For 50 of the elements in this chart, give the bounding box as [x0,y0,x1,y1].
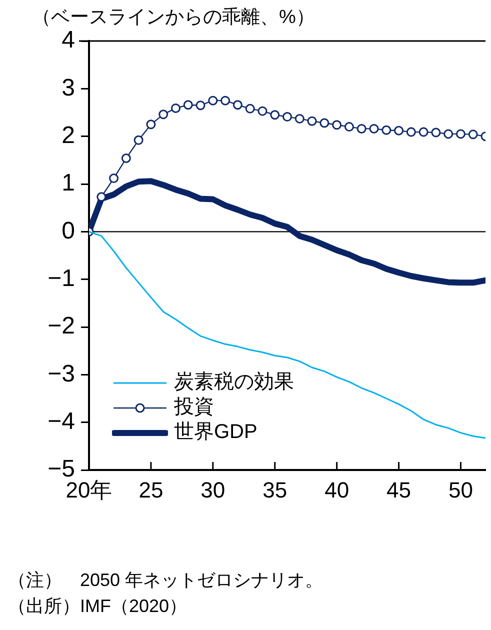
point [406,127,416,137]
point [196,100,206,110]
legend-label: 世界GDP [174,420,258,445]
point [183,100,193,110]
point [307,116,317,126]
text: （注） 2050 年ネットゼロシナリオ。 [8,569,324,592]
y-tick-label: −3 [48,360,75,388]
point [208,96,218,106]
point [220,96,230,106]
point [456,129,466,139]
point [344,122,354,132]
point [431,128,441,138]
point [134,135,144,145]
y-tick-label: −4 [48,408,75,435]
x-tick-label: 50 [448,477,473,502]
y-tick-label: 2 [62,122,75,149]
point [282,112,292,122]
y-tick-label: −1 [48,264,75,292]
y-tick-label: −2 [48,312,75,340]
point [96,192,106,202]
point [158,110,168,120]
point [258,106,268,116]
y-tick-label: 1 [62,170,75,197]
legend-label: 炭素税の効果 [174,370,294,395]
legend-label: 投資 [174,395,214,420]
point [356,124,366,134]
x-tick-label: 45 [386,477,412,502]
point [121,154,131,164]
point [320,118,330,128]
y-tick-label: 0 [62,217,75,244]
x-tick-label: 25 [138,477,164,502]
point [394,126,404,136]
text: （出所）IMF（2020） [8,595,188,618]
x-tick-label: 35 [262,477,288,502]
point [382,125,392,135]
point [418,127,428,137]
point [245,104,255,114]
point [270,110,280,120]
x-tick-label: 30 [200,477,226,502]
y-tick-label: 3 [62,74,75,102]
point [170,103,180,113]
point [232,100,242,110]
point [369,124,379,134]
point [109,174,119,184]
point [294,114,304,124]
point [468,130,478,140]
point [146,120,156,130]
x-tick-label: 40 [324,477,350,502]
point [444,129,454,139]
point [332,120,342,130]
